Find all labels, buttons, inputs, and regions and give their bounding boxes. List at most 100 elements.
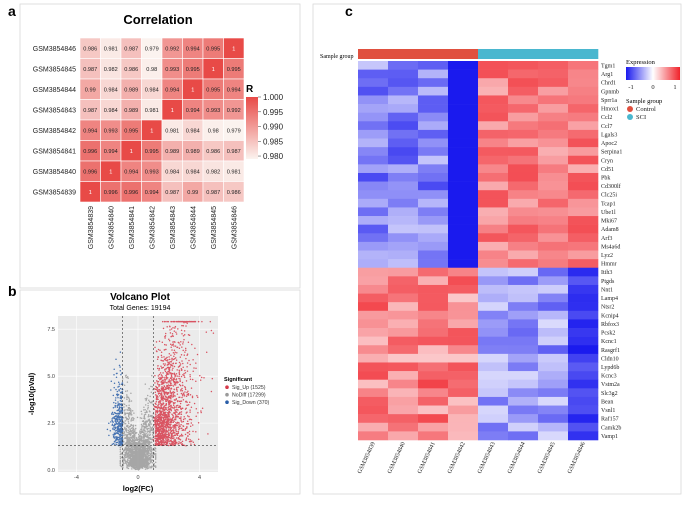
- corr-cell-value: 0.995: [145, 149, 159, 155]
- expr-cell: [358, 155, 389, 165]
- expr-cell: [538, 138, 569, 148]
- sample-group-cell: [418, 49, 449, 59]
- expr-cell: [568, 319, 599, 329]
- expr-cell: [358, 414, 389, 424]
- corr-row-label: GSM3854843: [33, 107, 76, 114]
- expr-cell: [448, 328, 479, 337]
- expr-cell: [538, 224, 569, 234]
- expr-cell: [568, 405, 599, 415]
- expr-cell: [538, 388, 569, 398]
- corr-cell-value: 0.993: [206, 108, 220, 114]
- corr-cell-value: 0.98: [208, 128, 219, 134]
- expr-cell: [418, 371, 449, 381]
- expr-cell: [478, 69, 509, 79]
- gene-label: Vsnl1: [601, 408, 615, 414]
- expr-cell: [448, 181, 479, 191]
- expr-cell: [358, 61, 389, 70]
- expr-cell: [538, 86, 569, 96]
- volcano-xlabel: log2(FC): [123, 484, 154, 493]
- corr-row-label: GSM3854845: [33, 66, 76, 73]
- volcano-y-tick: 5.0: [47, 374, 55, 380]
- expr-cell: [508, 86, 539, 96]
- expr-cell: [388, 388, 419, 398]
- gene-label: Kcnc3: [601, 374, 617, 380]
- expr-cell: [568, 155, 599, 165]
- expr-cell: [418, 362, 449, 372]
- expr-cell: [418, 190, 449, 200]
- expr-cell: [388, 345, 419, 355]
- corr-col-label: GSM3854845: [211, 206, 218, 249]
- expr-cell: [418, 345, 449, 355]
- expr-cell: [568, 259, 599, 269]
- expr-cell: [388, 104, 419, 113]
- corr-cell-value: 0.995: [227, 67, 241, 73]
- expr-cell: [418, 284, 449, 294]
- volcano-legend-title: Significant: [224, 377, 252, 383]
- expr-cell: [538, 259, 569, 269]
- expr-cell: [568, 293, 599, 303]
- expr-cell: [538, 250, 569, 260]
- expr-cell: [418, 198, 449, 208]
- expr-cell: [508, 267, 539, 277]
- expression-heatmap: Sample group Tgm1 Arg1 Chrd1 Gpnmb Sprr1a Hmo…: [320, 49, 680, 475]
- expr-cell: [568, 336, 599, 346]
- gene-label: Mki67: [601, 219, 617, 225]
- volcano-legend: Significant Sig_Up (1525) NoDiff (17299)S…: [224, 377, 269, 406]
- expr-cell: [388, 172, 419, 182]
- expr-cell: [478, 241, 509, 251]
- expr-cell: [508, 379, 539, 389]
- expr-cell: [508, 190, 539, 200]
- expr-sample-label: GSM3854839: [357, 441, 377, 474]
- expr-cell: [508, 336, 539, 346]
- expr-cell: [448, 233, 479, 243]
- expr-cell: [568, 78, 599, 88]
- corr-cell-value: 0.994: [145, 190, 159, 196]
- expr-cell: [508, 112, 539, 122]
- expr-sample-label: GSM3854840: [387, 441, 407, 474]
- volcano-title: Volcano Plot: [110, 292, 170, 303]
- corr-legend-tick-label: 0.980: [263, 152, 284, 161]
- expr-cell: [538, 422, 569, 432]
- gene-label: Itih3: [601, 270, 612, 276]
- expr-cell: [358, 164, 389, 174]
- expr-cell: [508, 147, 539, 157]
- expr-cell: [508, 319, 539, 329]
- volcano-legend-swatch: [225, 385, 229, 390]
- expr-cell: [568, 302, 599, 312]
- expr-cell: [358, 121, 389, 131]
- volcano-legend-items: Sig_Up (1525) NoDiff (17299)Sig_Down (370…: [225, 385, 269, 406]
- expr-cell: [508, 241, 539, 251]
- corr-cell-value: 1: [89, 190, 92, 196]
- expr-cell: [388, 164, 419, 174]
- expr-cell: [388, 284, 419, 294]
- expr-cell: [358, 216, 389, 225]
- expr-cell: [448, 121, 479, 131]
- expr-cell: [418, 353, 449, 363]
- correlation-legend-ticks: 1.000 0.995 0.990 0.985 0.980: [258, 93, 284, 161]
- corr-cell-value: 1: [150, 128, 153, 134]
- expr-cell: [538, 112, 569, 122]
- expr-cell: [478, 319, 509, 329]
- expr-cell: [448, 431, 479, 441]
- expr-cell: [418, 104, 449, 113]
- expr-cell: [418, 405, 449, 415]
- corr-cell-value: 0.989: [124, 87, 138, 93]
- expr-cell: [538, 353, 569, 363]
- expr-sample-label: GSM3854844: [507, 441, 527, 474]
- corr-cell-value: 0.987: [206, 190, 220, 196]
- expression-cells: [358, 61, 599, 441]
- expr-cell: [448, 353, 479, 363]
- expr-cell: [568, 328, 599, 337]
- corr-legend-tick-label: 0.990: [263, 123, 284, 132]
- expr-cell: [418, 319, 449, 329]
- expr-cell: [568, 164, 599, 174]
- expr-cell: [478, 207, 509, 217]
- corr-cell-value: 0.987: [83, 108, 97, 114]
- expr-cell: [538, 207, 569, 217]
- correlation-legend: R 1.000 0.995 0.990 0.985 0.980: [246, 84, 284, 161]
- expr-cell: [568, 284, 599, 294]
- corr-legend-tick-label: 1.000: [263, 93, 284, 102]
- expr-cell: [538, 345, 569, 355]
- corr-cell-value: 0.984: [165, 169, 179, 175]
- corr-cell-value: 0.992: [165, 46, 179, 52]
